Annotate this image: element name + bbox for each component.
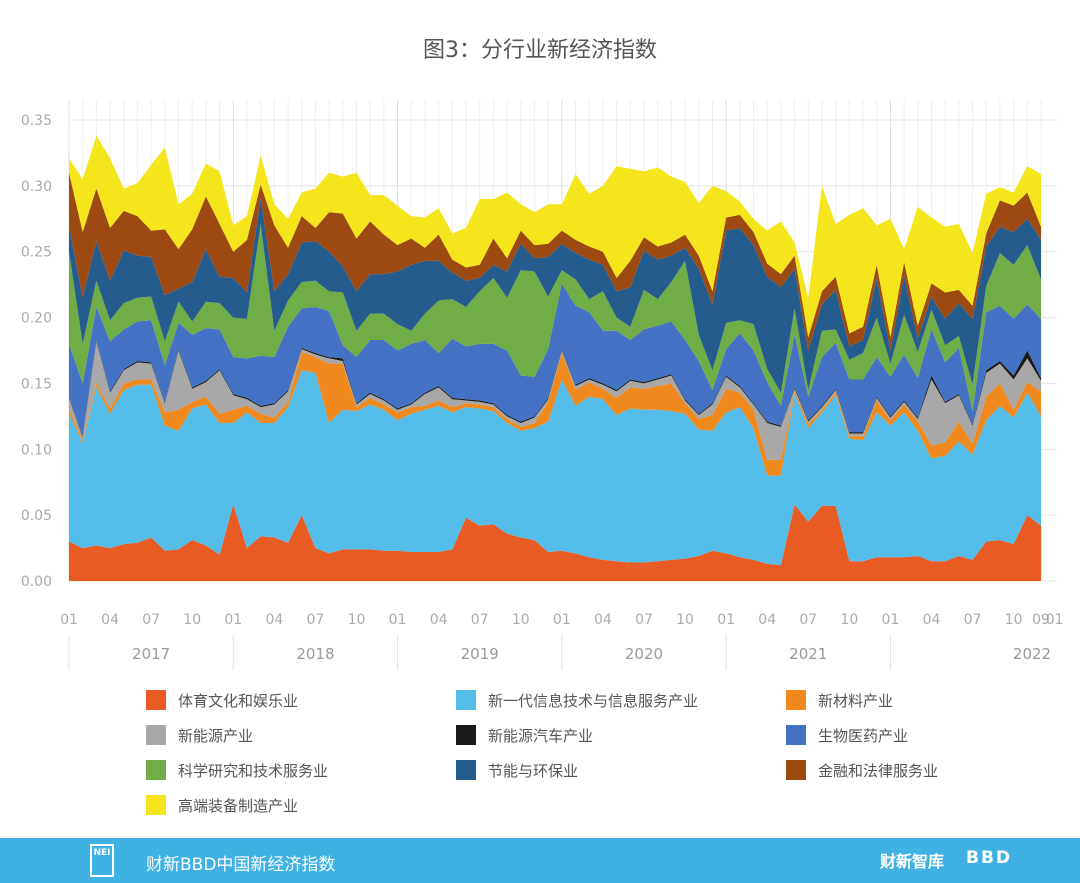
y-tick-label: 0.25 [21, 245, 52, 261]
x-tick-label: 10 [676, 612, 694, 628]
legend-label: 新能源汽车产业 [488, 726, 594, 745]
y-tick-label: 0.00 [21, 574, 52, 590]
x-tick-label: 07 [964, 612, 982, 628]
legend-swatch [146, 795, 166, 815]
x-tick-label: 07 [635, 612, 653, 628]
x-tick-label: 04 [430, 612, 448, 628]
legend-item: 金融和法律服务业 [786, 758, 938, 782]
chart: 图3：分行业新经济指数 0.00 0.05 0.10 0.15 0.20 0.25 0.30… [21, 38, 1064, 670]
x-tick-label: 10 [183, 612, 201, 628]
area-series-1 [69, 370, 1041, 566]
legend-label: 金融和法律服务业 [818, 761, 939, 780]
caixin-think-tank-logo: 财新智库 [880, 852, 945, 871]
area-series-7 [69, 197, 1041, 393]
bbd-logo: BBD [966, 848, 1013, 868]
year-label: 2021 [789, 645, 827, 663]
legend-swatch [146, 690, 166, 710]
y-tick-label: 0.30 [21, 179, 52, 195]
x-tick-label: 04 [923, 612, 941, 628]
legend-swatch [786, 725, 806, 745]
x-tick-label: 07 [307, 612, 325, 628]
x-tick-label: 01 [389, 612, 407, 628]
legend-swatch [786, 760, 806, 780]
y-tick-label: 0.10 [21, 442, 52, 458]
x-tick-label: 01 [881, 612, 899, 628]
legend-item: 新材料产业 [786, 688, 893, 712]
legend-swatch [146, 760, 166, 780]
x-tick-label: 01 [553, 612, 571, 628]
legend-item: 新一代信息技术与信息服务产业 [456, 688, 698, 712]
legend-label: 生物医药产业 [818, 726, 909, 745]
x-tick-label: 01 [224, 612, 242, 628]
x-tick-label: 01 [60, 612, 78, 628]
x-tick-label: 10 [1005, 612, 1023, 628]
x-tick-label: 07 [471, 612, 489, 628]
legend-swatch [456, 690, 476, 710]
x-tick-label: 10 [840, 612, 858, 628]
legend-item: 高端装备制造产业 [146, 793, 298, 817]
legend-swatch [456, 760, 476, 780]
legend-label: 节能与环保业 [488, 761, 579, 780]
legend-item: 新能源汽车产业 [456, 723, 593, 747]
legend-label: 新材料产业 [818, 691, 894, 710]
legend-label: 新能源产业 [178, 726, 254, 745]
area-series-6 [69, 224, 1041, 412]
year-label: 2019 [461, 645, 499, 663]
legend-label: 科学研究和技术服务业 [178, 761, 329, 780]
x-tick-label: 10 [512, 612, 530, 628]
year-label: 2022 [1013, 645, 1051, 663]
footer-brand-text: 财新BBD中国新经济指数 [146, 855, 336, 875]
x-tick-label: 01 [717, 612, 735, 628]
legend-item: 科学研究和技术服务业 [146, 758, 328, 782]
footer-bar: NEI 财新BBD中国新经济指数 财新智库 BBD [0, 838, 1080, 883]
area-series-5 [69, 283, 1041, 437]
area-series-0 [69, 504, 1041, 581]
legend-label: 新一代信息技术与信息服务产业 [488, 691, 699, 710]
x-tick-label: 10 [348, 612, 366, 628]
legend-item: 体育文化和娱乐业 [146, 688, 298, 712]
area-series-9 [69, 135, 1041, 338]
x-tick-label: 07 [142, 612, 160, 628]
x-tick-label: 04 [101, 612, 119, 628]
year-label: 2018 [296, 645, 334, 663]
x-tick-label: 04 [758, 612, 776, 628]
legend-item: 新能源产业 [146, 723, 253, 747]
legend-item: 生物医药产业 [786, 723, 908, 747]
y-tick-label: 0.20 [21, 311, 52, 327]
x-tick-label: 04 [594, 612, 612, 628]
year-label: 2020 [625, 645, 663, 663]
y-tick-label: 0.35 [21, 113, 52, 129]
chart-title: 图3：分行业新经济指数 [423, 38, 657, 63]
legend-label: 高端装备制造产业 [178, 796, 299, 815]
x-tick-label: 01 [1046, 612, 1064, 628]
legend-swatch [456, 725, 476, 745]
y-tick-label: 0.15 [21, 376, 52, 392]
year-label: 2017 [132, 645, 170, 663]
x-tick-label: 09 [1032, 612, 1050, 628]
y-tick-label: 0.05 [21, 508, 52, 524]
x-tick-label: 07 [799, 612, 817, 628]
legend-swatch [786, 690, 806, 710]
axes: 0.00 0.05 0.10 0.15 0.20 0.25 0.30 0.35 01 04 07 10… [21, 113, 1064, 670]
x-tick-label: 04 [265, 612, 283, 628]
legend-item: 节能与环保业 [456, 758, 578, 782]
nei-logo: NEI [90, 844, 114, 877]
plot-area [69, 135, 1041, 581]
legend-label: 体育文化和娱乐业 [178, 691, 299, 710]
legend-swatch [146, 725, 166, 745]
